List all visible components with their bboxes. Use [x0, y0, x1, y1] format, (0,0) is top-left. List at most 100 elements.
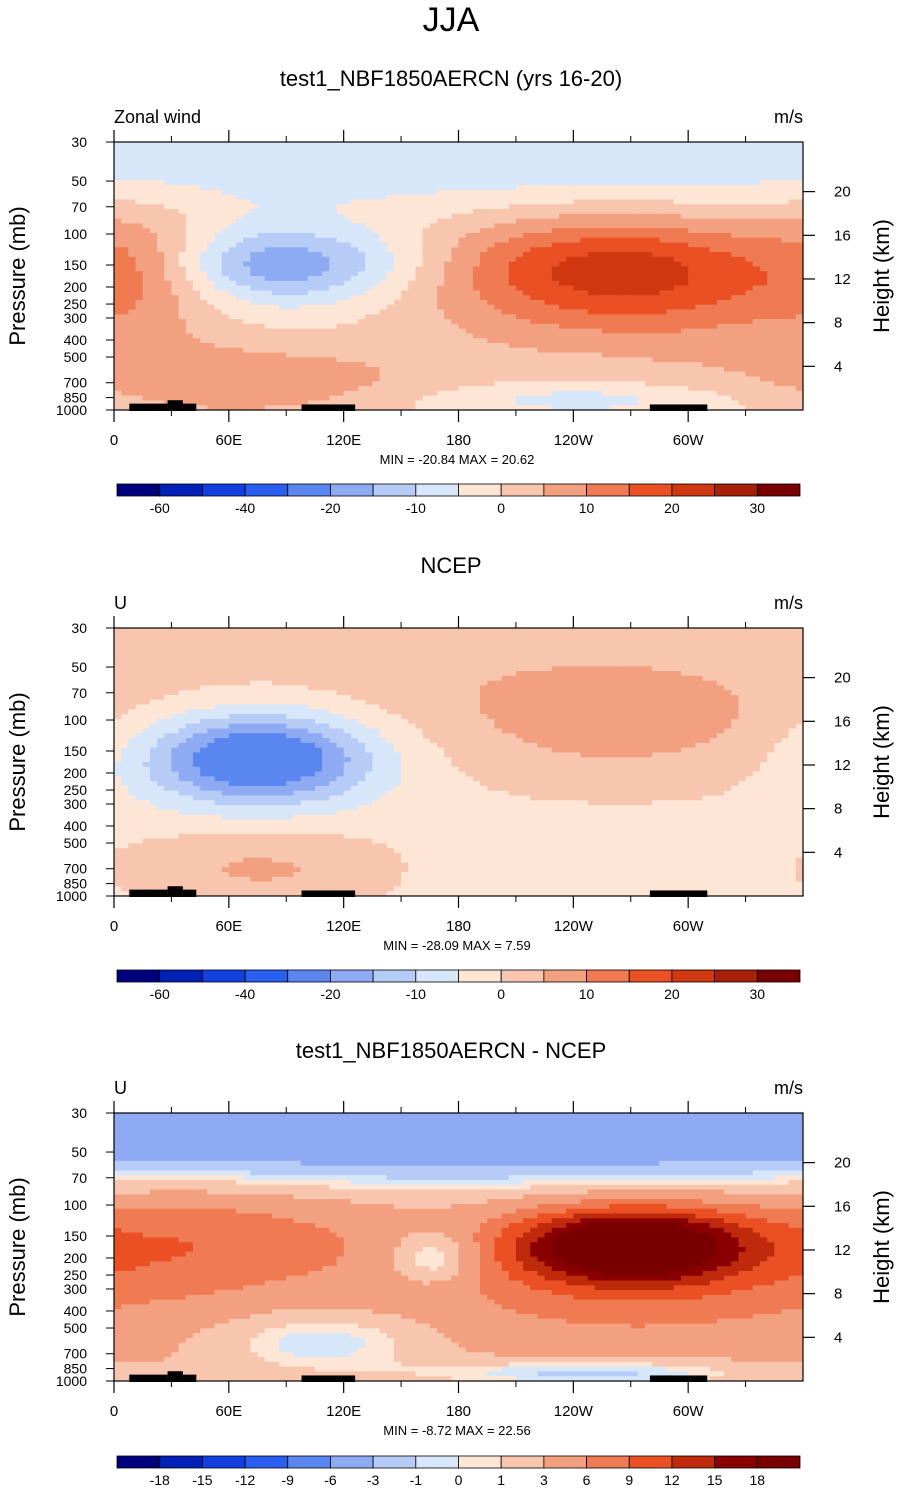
field-cell — [738, 185, 747, 191]
field-cell — [149, 285, 158, 291]
field-cell — [343, 314, 352, 320]
field-cell — [451, 333, 460, 339]
field-cell — [307, 223, 316, 229]
field-cell — [365, 232, 373, 239]
field-cell — [379, 280, 388, 287]
field-cell — [343, 333, 352, 339]
field-cell — [494, 237, 503, 244]
field-cell — [214, 242, 223, 248]
field-cell — [702, 218, 711, 224]
field-cell — [408, 165, 417, 172]
field-cell — [128, 309, 137, 315]
field-cell — [135, 304, 144, 311]
field-cell — [501, 290, 510, 296]
field-cell — [221, 376, 230, 382]
field-cell — [171, 209, 180, 215]
field-cell — [458, 156, 467, 162]
field-cell — [358, 194, 366, 201]
field-cell — [688, 232, 696, 239]
field-cell — [558, 266, 567, 272]
field-cell — [745, 189, 754, 196]
field-cell — [587, 304, 596, 311]
field-cell — [702, 285, 711, 291]
field-cell — [580, 185, 589, 191]
field-cell — [702, 357, 711, 363]
field-cell — [759, 189, 768, 196]
field-cell — [515, 185, 524, 191]
field-cell — [709, 204, 718, 210]
field-cell — [709, 362, 718, 368]
field-cell — [659, 333, 668, 339]
field-cell — [609, 165, 617, 172]
field-cell — [759, 242, 768, 248]
field-cell — [279, 362, 287, 368]
field-cell — [358, 376, 366, 382]
field-cell — [121, 343, 129, 349]
field-cell — [716, 213, 725, 220]
field-cell — [451, 352, 460, 358]
field-cell — [307, 376, 316, 382]
field-cell — [537, 146, 546, 153]
field-cell — [271, 228, 280, 234]
field-cell — [637, 266, 646, 272]
field-cell — [544, 146, 553, 153]
field-cell — [465, 223, 474, 229]
field-cell — [558, 333, 567, 339]
field-cell — [594, 309, 603, 315]
field-cell — [537, 252, 546, 258]
field-cell — [738, 232, 747, 239]
field-cell — [358, 180, 366, 186]
field-cell — [637, 328, 646, 335]
field-cell — [401, 280, 409, 287]
field-cell — [645, 247, 653, 253]
field-cell — [185, 347, 194, 354]
field-cell — [128, 285, 137, 291]
field-cell — [386, 343, 395, 349]
field-cell — [709, 142, 718, 148]
field-cell — [157, 357, 165, 363]
field-cell — [365, 204, 373, 210]
field-cell — [178, 371, 187, 378]
field-cell — [551, 366, 560, 373]
field-cell — [795, 151, 803, 157]
field-cell — [436, 276, 445, 282]
field-cell — [415, 299, 424, 306]
field-cell — [185, 161, 194, 167]
field-cell — [580, 237, 589, 244]
field-cell — [379, 323, 388, 330]
field-cell — [171, 242, 180, 248]
field-cell — [774, 156, 783, 162]
field-cell — [350, 146, 359, 153]
field-cell — [386, 366, 395, 373]
field-cell — [465, 180, 474, 186]
field-cell — [128, 290, 137, 296]
field-cell — [580, 309, 589, 315]
field-cell — [637, 209, 646, 215]
field-cell — [236, 151, 244, 157]
field-cell — [465, 175, 474, 181]
field-cell — [573, 161, 582, 167]
field-cell — [731, 376, 740, 382]
field-cell — [472, 232, 481, 239]
field-cell — [386, 232, 395, 239]
field-cell — [250, 276, 259, 282]
field-cell — [350, 376, 359, 382]
field-cell — [228, 252, 237, 258]
field-cell — [386, 204, 395, 210]
field-cell — [243, 366, 251, 373]
field-cell — [286, 204, 295, 210]
field-cell — [544, 352, 553, 358]
field-cell — [623, 151, 632, 157]
field-cell — [185, 319, 194, 325]
field-cell — [207, 175, 216, 181]
field-cell — [322, 276, 330, 282]
field-cell — [185, 304, 194, 311]
field-cell — [401, 204, 409, 210]
field-cell — [523, 185, 531, 191]
field-cell — [444, 209, 452, 215]
field-cell — [401, 189, 409, 196]
field-cell — [508, 357, 517, 363]
field-cell — [472, 170, 481, 177]
field-cell — [630, 228, 639, 234]
field-cell — [487, 209, 495, 215]
